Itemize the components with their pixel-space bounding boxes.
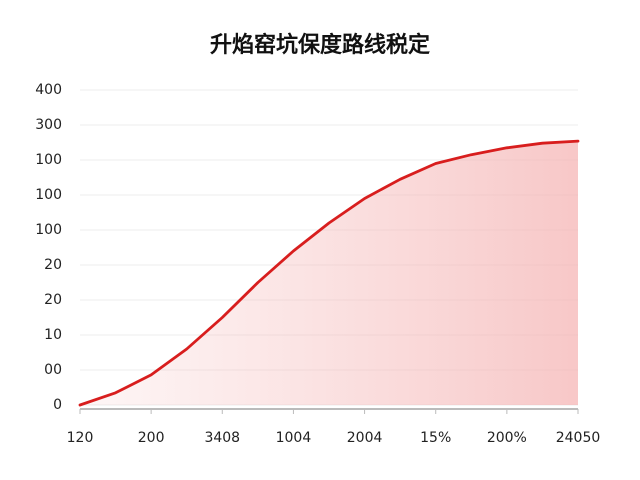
x-tick-label: 2004 [347, 430, 383, 446]
x-tick-label: 120 [67, 430, 94, 446]
y-tick-label: 20 [44, 257, 62, 273]
y-tick-label: 300 [35, 117, 62, 133]
y-tick-label: 00 [44, 362, 62, 378]
y-tick-label: 100 [35, 152, 62, 168]
y-tick-label: 100 [35, 187, 62, 203]
y-tick-label: 20 [44, 292, 62, 308]
line [78, 139, 580, 407]
y-tick-label: 0 [53, 397, 62, 413]
x-tick-label: 24050 [556, 430, 601, 446]
x-tick-label: 15% [420, 430, 451, 446]
y-tick-label: 10 [44, 327, 62, 343]
chart-title: 升焰窑坑保度路线税定 [210, 32, 430, 58]
x-tick-label: 3408 [204, 430, 240, 446]
y-tick-label: 400 [35, 82, 62, 98]
y-tick-label: 100 [35, 222, 62, 238]
area [80, 141, 578, 405]
x-tick-label: 1004 [276, 430, 312, 446]
x-tick-label: 200 [138, 430, 165, 446]
x-tick-label: 200% [487, 430, 527, 446]
